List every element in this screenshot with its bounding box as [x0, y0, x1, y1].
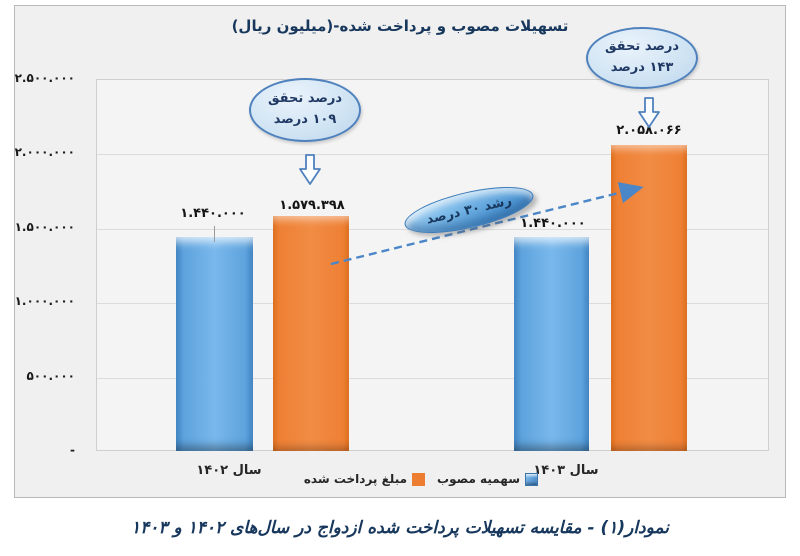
y-axis-label-2500000: ۲.۵۰۰.۰۰۰: [14, 71, 75, 85]
gridline-500000: [97, 378, 768, 379]
realization-1402-line2: ۱۰۹ درصد: [273, 112, 337, 127]
legend-item-quota: سهمیه مصوب: [437, 472, 538, 486]
realization-1403-line1: درصد تحقق: [604, 39, 680, 55]
y-axis-label-1000000: ۱.۰۰۰.۰۰۰: [14, 294, 75, 308]
y-axis-label-500000: ۵۰۰.۰۰۰: [26, 369, 75, 383]
gridline-2000000: [97, 154, 768, 155]
bar-paid-1403: [611, 145, 687, 451]
down-block-arrow-icon-1402: [299, 154, 321, 185]
gridline-1000000: [97, 303, 768, 304]
label-leader-line: [214, 226, 215, 242]
bar-quota-1402: [176, 237, 253, 451]
down-block-arrow-icon-1403: [638, 97, 660, 128]
bar-quota-1403: [514, 237, 589, 451]
y-axis-label-zero: -: [70, 443, 75, 457]
value-label-quota-1402: ۱.۴۴۰.۰۰۰: [180, 206, 246, 221]
legend-label-paid: مبلغ پرداخت شده: [303, 472, 408, 486]
realization-1403-line2: ۱۴۳ درصد: [610, 60, 674, 75]
legend-swatch-quota-icon: [525, 472, 538, 486]
legend: سهمیه مصوب مبلغ پرداخت شده: [282, 470, 538, 488]
legend-swatch-paid-icon: [412, 472, 426, 486]
y-axis-label-1500000: ۱.۵۰۰.۰۰۰: [14, 220, 75, 234]
value-label-paid-1403: ۲.۰۵۸.۰۶۶: [616, 123, 682, 138]
x-axis-label-1403: سال ۱۴۰۳: [533, 463, 599, 478]
chart-frame: تسهیلات مصوب و پرداخت شده-(میلیون ریال) …: [14, 5, 786, 498]
chart-title: تسهیلات مصوب و پرداخت شده-(میلیون ریال): [231, 17, 569, 35]
value-label-quota-1403: ۱.۴۴۰.۰۰۰: [520, 216, 586, 231]
realization-bubble-1403: درصد تحقق ۱۴۳ درصد: [586, 27, 698, 89]
y-axis-label-2000000: ۲.۰۰۰.۰۰۰: [14, 145, 75, 159]
legend-label-quota: سهمیه مصوب: [437, 472, 520, 486]
realization-1402-line1: درصد تحقق: [267, 91, 343, 107]
bar-paid-1402: [273, 216, 349, 451]
x-axis-label-1402: سال ۱۴۰۲: [196, 463, 262, 478]
chart-caption: نمودار(۱) - مقایسه تسهیلات پرداخت شده از…: [131, 518, 669, 538]
legend-item-paid: مبلغ پرداخت شده: [303, 472, 426, 486]
realization-bubble-1402: درصد تحقق ۱۰۹ درصد: [249, 78, 361, 142]
value-label-paid-1402: ۱.۵۷۹.۳۹۸: [279, 198, 345, 213]
